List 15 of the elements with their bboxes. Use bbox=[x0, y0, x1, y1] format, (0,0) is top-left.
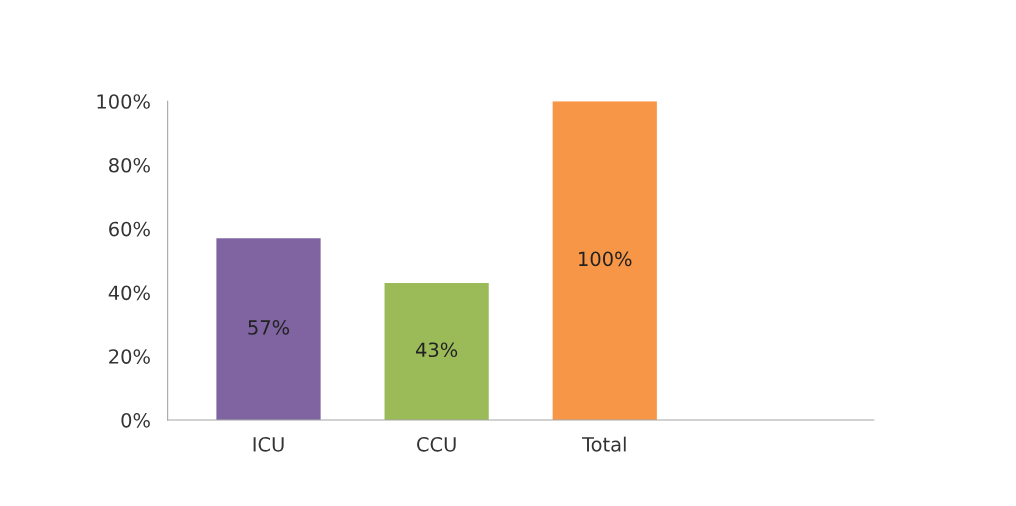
data-label: 57% bbox=[248, 320, 290, 335]
x-tick-label: CCU bbox=[417, 436, 456, 452]
x-tick-label: Total bbox=[582, 436, 626, 452]
x-tick-label: ICU bbox=[253, 436, 284, 452]
data-label: 100% bbox=[579, 251, 632, 267]
y-tick-label: 0% bbox=[121, 412, 150, 428]
y-tick-label: 100% bbox=[97, 94, 150, 109]
data-label: 43% bbox=[415, 342, 458, 358]
bar bbox=[384, 282, 489, 420]
y-tick-label: 20% bbox=[109, 349, 150, 364]
bar bbox=[216, 238, 321, 420]
y-tick-label: 60% bbox=[109, 221, 150, 237]
y-tick-label: 80% bbox=[109, 157, 150, 173]
y-tick-label: 40% bbox=[108, 285, 150, 301]
bar bbox=[552, 101, 657, 420]
